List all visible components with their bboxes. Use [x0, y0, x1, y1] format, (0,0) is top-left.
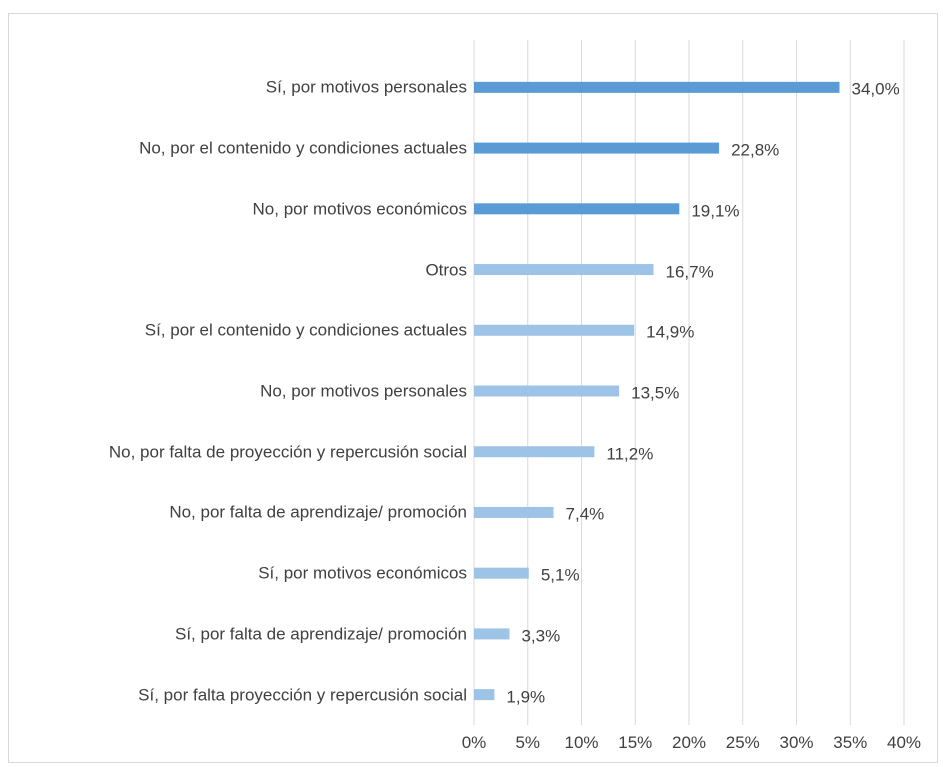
category-label: Otros — [425, 260, 467, 280]
value-label: 13,5% — [631, 383, 680, 403]
value-label: 22,8% — [731, 140, 780, 160]
x-tick-label: 35% — [833, 733, 868, 752]
bar — [474, 689, 495, 701]
value-label: 14,9% — [646, 322, 695, 342]
bar — [474, 567, 529, 579]
bar — [474, 203, 680, 215]
value-label: 16,7% — [665, 262, 714, 282]
value-label: 19,1% — [691, 201, 740, 221]
value-label: 3,3% — [521, 626, 561, 646]
category-label: Sí, por falta proyección y repercusión s… — [138, 685, 467, 705]
value-label: 1,9% — [506, 687, 546, 707]
value-label: 7,4% — [565, 504, 605, 524]
bar — [474, 506, 554, 518]
x-tick-label: 25% — [725, 733, 760, 752]
bar — [474, 81, 840, 93]
x-tick-label: 40% — [886, 733, 922, 752]
bar — [474, 385, 620, 397]
bar — [474, 628, 510, 640]
value-label: 5,1% — [540, 565, 580, 585]
category-label: Sí, por motivos personales — [265, 77, 467, 97]
bar — [474, 324, 635, 336]
x-tick-label: 20% — [671, 733, 707, 752]
value-label: 11,2% — [606, 444, 654, 464]
x-tick-label: 10% — [564, 733, 599, 752]
category-label: No, por motivos económicos — [252, 199, 467, 219]
category-label: No, por falta de aprendizaje/ promoción — [169, 502, 467, 522]
value-label: 34,0% — [851, 79, 900, 99]
x-tick-label: 30% — [779, 733, 814, 752]
category-label: No, por el contenido y condiciones actua… — [139, 138, 467, 158]
bar — [474, 142, 720, 154]
category-label: No, por falta de proyección y repercusió… — [108, 442, 467, 462]
category-label: No, por motivos personales — [260, 381, 467, 401]
x-tick-label: 0% — [461, 733, 487, 752]
chart-border — [8, 13, 938, 763]
category-label: Sí, por motivos económicos — [258, 563, 467, 583]
category-label: Sí, por falta de aprendizaje/ promoción — [174, 624, 467, 644]
category-label: Sí, por el contenido y condiciones actua… — [144, 320, 467, 340]
x-tick-label: 15% — [618, 733, 653, 752]
x-tick-label: 5% — [515, 733, 541, 752]
bar — [474, 446, 595, 458]
bar — [474, 264, 654, 276]
